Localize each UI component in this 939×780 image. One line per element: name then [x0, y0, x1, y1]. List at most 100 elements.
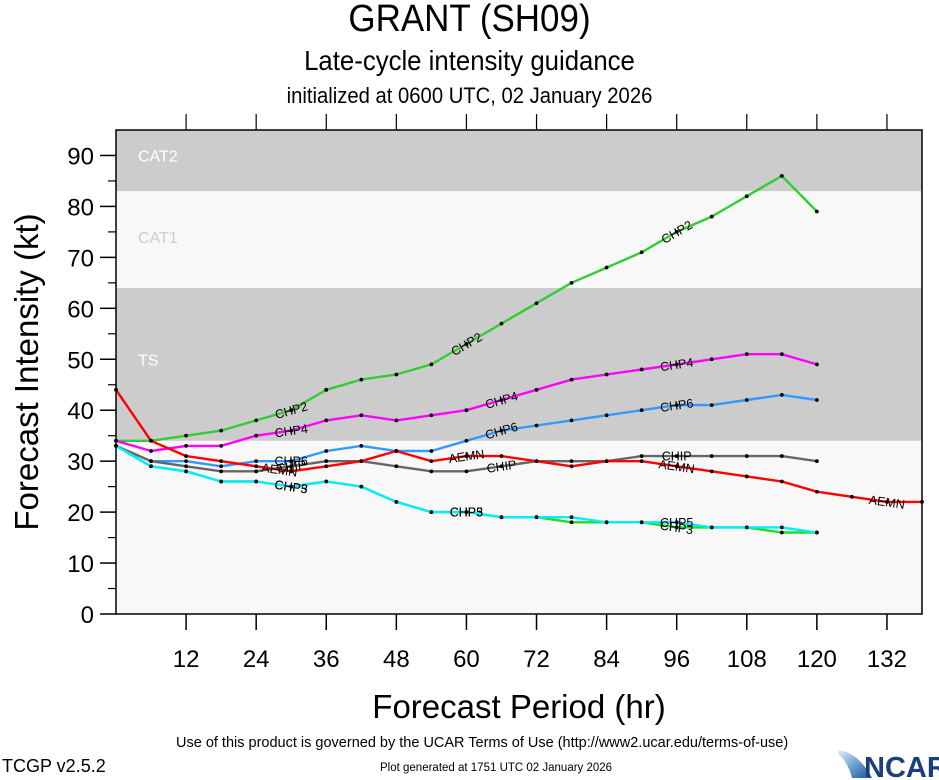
data-point-chp6 [604, 413, 609, 418]
data-point-chip [289, 464, 294, 469]
data-point-chp4 [429, 413, 434, 418]
data-point-chp6 [324, 449, 329, 453]
data-point-aemn [359, 459, 364, 464]
series-label-chp5: CHP5 [274, 478, 309, 497]
data-point-chp3 [674, 525, 679, 530]
x-tick-label: 84 [593, 646, 620, 673]
data-point-chp4 [779, 352, 784, 357]
series-label-chp5: CHP5 [660, 516, 693, 530]
data-point-chp5 [289, 484, 294, 489]
data-point-chip [779, 454, 784, 458]
data-point-chp5 [324, 479, 329, 484]
x-tick-label: 108 [727, 646, 767, 673]
data-point-chp5 [464, 510, 469, 515]
data-point-chip [324, 459, 329, 464]
data-point-chp5 [114, 443, 118, 448]
data-point-chp5 [674, 520, 679, 525]
data-point-chp5 [604, 520, 609, 525]
series-label-aemn: AEMN [261, 461, 299, 480]
data-point-chp6 [639, 408, 644, 413]
data-point-aemn [324, 464, 329, 469]
series-chp2 [114, 173, 819, 443]
data-point-chp4 [149, 449, 153, 453]
data-point-aemn [289, 469, 294, 474]
data-point-chp5 [744, 525, 749, 530]
data-point-chp2 [219, 428, 224, 433]
data-point-chip [254, 469, 259, 474]
band-label-cat2: CAT2 [138, 148, 178, 165]
chart-subtitle: Late-cycle intensity guidance [304, 45, 635, 76]
data-point-aemn [779, 479, 784, 484]
data-point-chip [639, 454, 644, 458]
series-label-chip: CHIP [275, 458, 307, 476]
y-tick-label: 50 [67, 347, 94, 374]
data-point-chp6 [744, 398, 749, 402]
y-tick-label: 70 [67, 245, 94, 272]
data-point-aemn [114, 387, 118, 392]
data-point-chp6 [359, 443, 364, 448]
data-point-chip [674, 454, 679, 458]
x-tick-label: 24 [243, 646, 270, 673]
data-point-chp6 [534, 423, 539, 428]
data-point-chp6 [814, 398, 819, 402]
band-label-cat1: CAT1 [138, 230, 178, 247]
data-point-chp2 [569, 280, 574, 285]
data-point-chip [219, 469, 224, 474]
data-point-chp2 [639, 250, 644, 255]
data-point-chip [499, 464, 504, 469]
data-point-aemn [885, 500, 889, 504]
data-point-chp2 [254, 418, 259, 423]
data-point-chp2 [429, 362, 434, 367]
data-point-chp4 [639, 367, 644, 372]
data-point-chp6 [429, 449, 434, 453]
y-tick-label: 40 [67, 398, 94, 425]
data-point-chp5 [639, 520, 644, 525]
data-point-chp2 [779, 173, 784, 178]
data-point-chp4 [534, 387, 539, 392]
data-point-chp2 [184, 433, 188, 438]
data-point-aemn [254, 464, 259, 469]
data-point-aemn [429, 459, 434, 464]
data-point-chp2 [744, 194, 749, 199]
series-label-chp3: CHP3 [450, 506, 483, 520]
chart-title: GRANT (SH09) [348, 0, 591, 40]
series-label-aemn: AEMN [448, 447, 486, 466]
data-point-chp4 [814, 362, 819, 367]
band-ts [116, 287, 922, 441]
data-point-chip [394, 464, 399, 469]
data-point-chp4 [604, 372, 609, 377]
data-point-chp2 [289, 408, 294, 413]
data-point-chp6 [569, 418, 574, 423]
data-point-chp5 [184, 469, 188, 474]
data-point-chp5 [359, 484, 364, 489]
y-tick-label: 10 [67, 551, 94, 578]
data-point-aemn [394, 449, 399, 453]
initialization-time: initialized at 0600 UTC, 02 January 2026 [286, 83, 653, 108]
data-point-chp5 [499, 515, 504, 520]
data-point-chp4 [114, 438, 118, 443]
band-label-ts: TS [138, 352, 158, 369]
data-point-chip [184, 464, 188, 469]
data-point-chp6 [184, 459, 188, 464]
data-point-aemn [464, 454, 469, 458]
data-point-chip [744, 454, 749, 458]
series-aemn [114, 387, 924, 504]
data-point-chp5 [219, 479, 224, 484]
data-point-chp6 [709, 403, 714, 408]
x-tick-label: 36 [313, 646, 340, 673]
data-point-chp6 [464, 438, 469, 443]
data-point-chp2 [464, 342, 469, 346]
data-point-chp4 [184, 443, 188, 448]
data-point-chip [429, 469, 434, 474]
data-point-chp6 [779, 393, 784, 397]
series-label-chip: CHIP [486, 458, 518, 476]
data-point-chp5 [394, 500, 399, 504]
x-tick-label: 60 [453, 646, 480, 673]
series-chp4 [114, 352, 819, 453]
series-label-aemn: AEMN [868, 493, 906, 512]
data-point-aemn [920, 500, 924, 504]
y-tick-label: 60 [67, 296, 94, 323]
data-point-chip [814, 459, 819, 464]
data-point-aemn [709, 469, 714, 474]
